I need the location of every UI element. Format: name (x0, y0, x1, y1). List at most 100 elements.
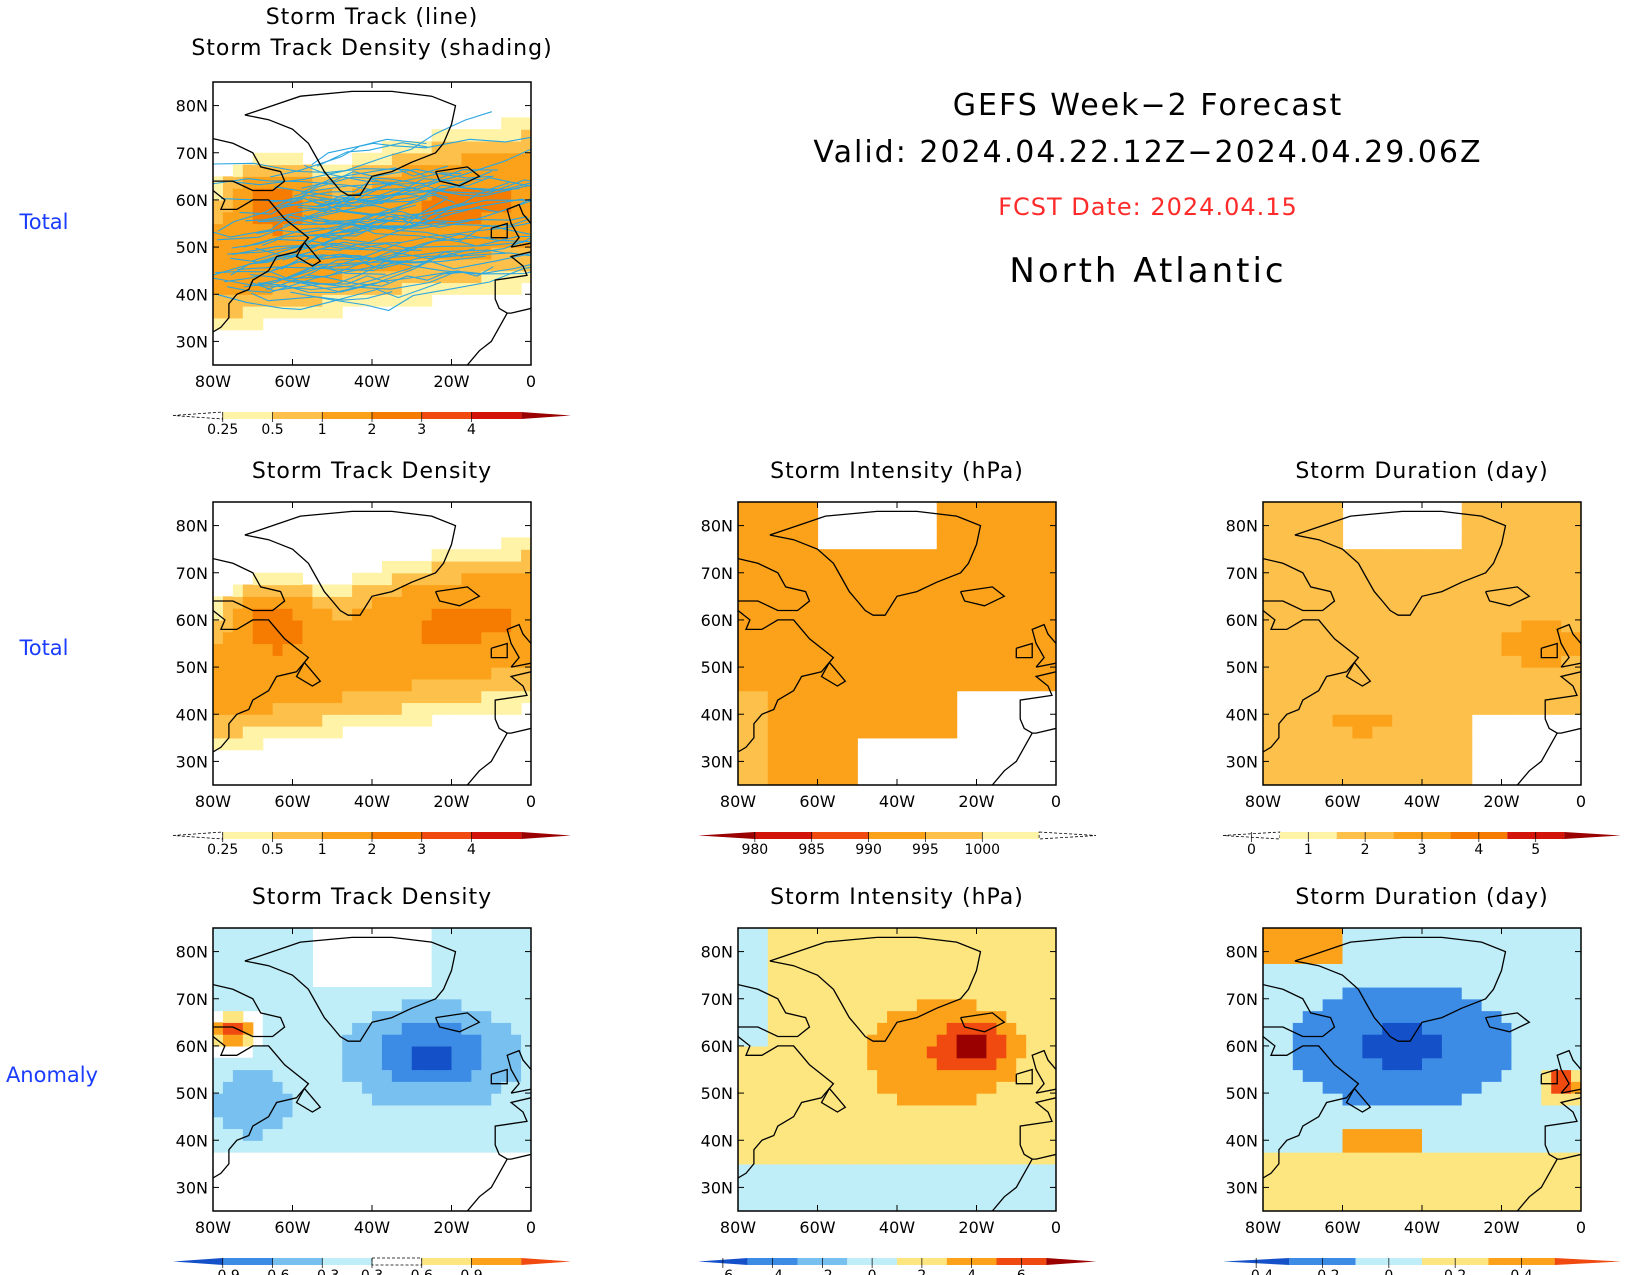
grid-cell (1352, 749, 1363, 763)
colorbar-swatch (173, 1258, 223, 1265)
grid-cell (1312, 502, 1324, 515)
grid-cell (1272, 643, 1284, 656)
grid-cell (1282, 1163, 1294, 1177)
grid-cell (1372, 928, 1383, 941)
grid-cell (1372, 1116, 1383, 1130)
grid-cell (1501, 1093, 1513, 1106)
grid-cell (222, 1128, 234, 1141)
grid-cell (817, 1057, 829, 1071)
grid-cell (747, 678, 759, 692)
grid-cell (451, 619, 463, 633)
grid-cell (1571, 619, 1581, 633)
grid-cell (837, 773, 848, 785)
x-tick-label: 0 (1576, 1218, 1586, 1237)
grid-cell (1026, 1093, 1037, 1106)
grid-cell (877, 986, 888, 1000)
grid-cell (1392, 631, 1403, 645)
grid-cell (401, 631, 413, 645)
grid-cell (1491, 513, 1503, 527)
grid-cell (797, 986, 809, 1000)
grid-cell (1263, 773, 1274, 785)
grid-cell (986, 1152, 997, 1165)
grid-cell (272, 1128, 284, 1141)
grid-cell (1501, 549, 1513, 562)
grid-cell (252, 939, 264, 953)
grid-cell (887, 619, 898, 633)
grid-cell (411, 584, 423, 597)
grid-cell (926, 608, 938, 621)
grid-cell (1441, 1057, 1453, 1071)
grid-cell (282, 1116, 294, 1130)
grid-cell (401, 1069, 413, 1082)
grid-cell (352, 164, 363, 177)
grid-cell (242, 726, 254, 739)
grid-cell (897, 1069, 908, 1082)
grid-cell (501, 537, 512, 550)
grid-cell (1511, 939, 1522, 953)
grid-cell (847, 928, 858, 941)
storm-track (272, 222, 531, 271)
grid-cell (292, 176, 304, 189)
grid-cell (1026, 939, 1037, 953)
y-tick-label: 30N (1226, 1178, 1258, 1197)
grid-cell (411, 199, 423, 213)
grid-cell (1481, 655, 1493, 668)
grid-cell (817, 1152, 829, 1165)
grid-cell (1026, 1057, 1037, 1071)
grid-cell (1541, 1022, 1552, 1035)
grid-cell (1036, 1199, 1047, 1211)
grid-cell (1471, 928, 1483, 941)
grid-cell (827, 749, 838, 763)
grid-cell (1016, 928, 1027, 941)
grid-cell (381, 199, 393, 213)
grid-cell (1292, 1104, 1304, 1118)
grid-cell (877, 714, 888, 727)
grid-cell (996, 1022, 1007, 1035)
grid-cell (372, 596, 383, 609)
grid-cell (847, 549, 858, 562)
grid-cell (481, 235, 492, 248)
grid-cell (471, 1116, 482, 1130)
grid-cell (1282, 726, 1294, 739)
grid-cell (362, 235, 373, 248)
y-tick-label: 50N (701, 1084, 733, 1103)
grid-cell (877, 643, 888, 656)
grid-cell (1036, 1140, 1047, 1153)
grid-cell (986, 502, 997, 515)
grid-cell (738, 1010, 749, 1023)
grid-cell (946, 1140, 958, 1153)
grid-cell (1461, 1069, 1473, 1082)
grid-cell (302, 1069, 313, 1082)
coastline (991, 732, 1033, 785)
grid-cell (461, 152, 472, 166)
grid-cell (302, 963, 313, 976)
grid-cell (976, 667, 988, 680)
grid-cell (956, 939, 968, 953)
grid-cell (1016, 986, 1027, 1000)
grid-cell (222, 986, 234, 1000)
grid-cell (342, 235, 353, 248)
grid-cell (441, 998, 453, 1012)
grid-cell (1322, 631, 1334, 645)
x-tick-label: 0 (526, 1218, 536, 1237)
grid-cell (1441, 1093, 1453, 1106)
grid-cell (491, 702, 502, 715)
grid-cell (867, 1010, 878, 1023)
coastlines (738, 936, 1056, 1211)
grid-cell (1392, 714, 1403, 727)
grid-cell (1263, 690, 1274, 704)
grid-cell (1481, 1093, 1493, 1106)
grid-cell (1382, 608, 1393, 621)
grid-cell (807, 761, 819, 774)
grid-cell (1352, 714, 1363, 727)
grid-cell (491, 631, 502, 645)
grid-cell (431, 1081, 443, 1094)
grid-cell (877, 1057, 888, 1071)
grid-cell (242, 584, 254, 597)
grid-cell (252, 223, 264, 236)
grid-cell (916, 1175, 928, 1189)
grid-cell (1036, 1034, 1047, 1047)
grid-cell (1382, 986, 1393, 1000)
grid-cell (877, 608, 888, 621)
grid-cell (232, 963, 244, 976)
